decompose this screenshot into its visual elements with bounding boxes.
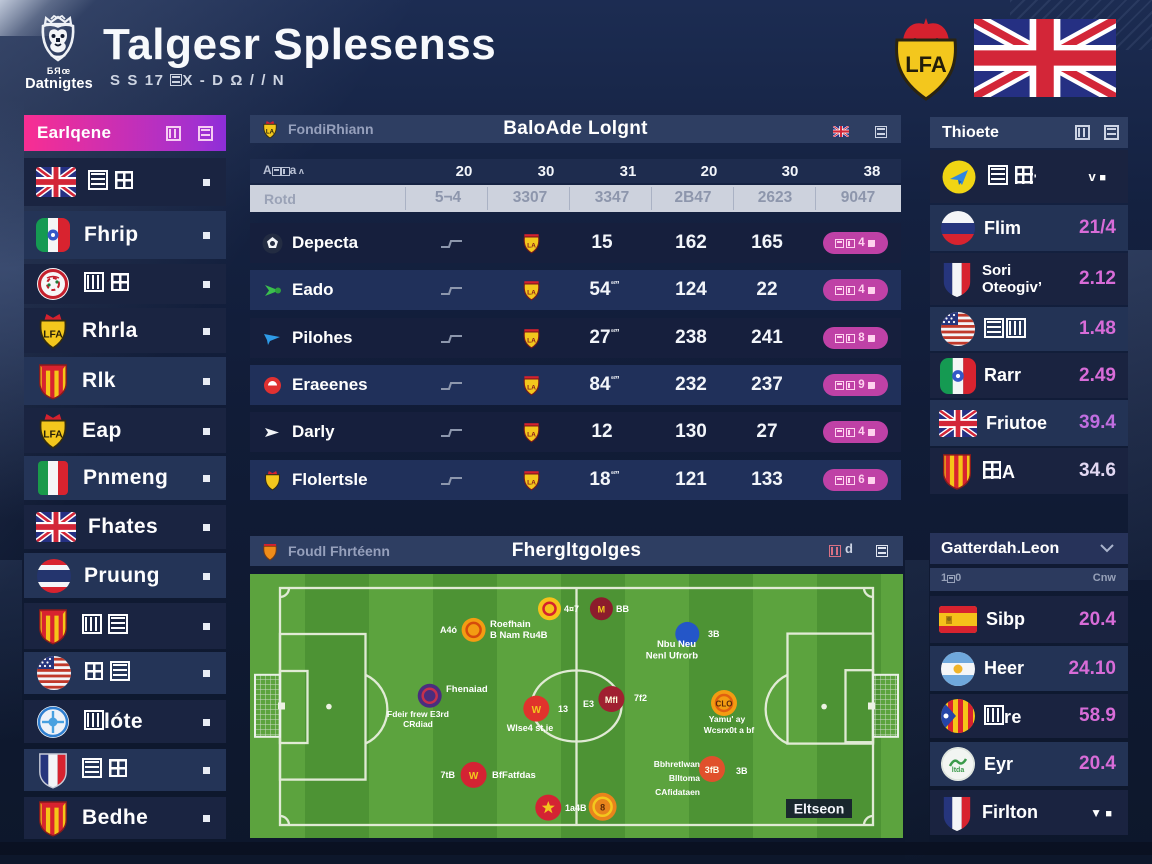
svg-text:M: M <box>598 605 606 615</box>
svg-text:LFA: LFA <box>905 52 947 77</box>
svg-text:W: W <box>532 705 542 716</box>
svg-text:LA: LA <box>266 128 275 135</box>
svg-text:BfFatfdas: BfFatfdas <box>492 770 536 781</box>
svg-text:Blltoma: Blltoma <box>669 773 700 783</box>
svg-text:LA: LA <box>527 337 536 344</box>
svg-text:LFA: LFA <box>43 429 63 440</box>
svg-text:BB: BB <box>616 604 629 614</box>
svg-text:Fdeir frew E3rd: Fdeir frew E3rd <box>387 709 449 719</box>
svg-text:LA: LA <box>527 479 536 486</box>
svg-text:Yamu' ay: Yamu' ay <box>709 714 746 724</box>
svg-text:E3: E3 <box>583 699 594 709</box>
svg-text:LA: LA <box>527 384 536 391</box>
svg-text:7f2: 7f2 <box>634 693 647 703</box>
svg-text:ltda: ltda <box>952 767 965 774</box>
svg-text:Nenl Ufrorb: Nenl Ufrorb <box>646 651 698 662</box>
svg-text:7tB: 7tB <box>440 770 455 780</box>
svg-text:LA: LA <box>527 242 536 249</box>
svg-text:W: W <box>469 771 479 782</box>
svg-text:3B: 3B <box>736 766 748 776</box>
svg-text:Bbhretlwan: Bbhretlwan <box>654 759 700 769</box>
svg-text:B Nam Ru4B: B Nam Ru4B <box>490 630 548 641</box>
svg-text:Eltseon: Eltseon <box>794 801 845 817</box>
svg-text:LFA: LFA <box>43 329 63 340</box>
svg-text:A4ó: A4ó <box>440 625 458 635</box>
svg-text:Wcsrx0t a bf: Wcsrx0t a bf <box>704 725 755 735</box>
svg-text:3fB: 3fB <box>705 765 720 775</box>
svg-text:Nbu Neu: Nbu Neu <box>657 639 696 650</box>
svg-text:CLO: CLO <box>716 700 733 709</box>
svg-text:Wlse4 st,ie: Wlse4 st,ie <box>507 723 554 733</box>
svg-text:3B: 3B <box>708 629 720 639</box>
svg-text:LA: LA <box>527 289 536 296</box>
svg-text:LA: LA <box>527 431 536 438</box>
svg-text:Roefhain: Roefhain <box>490 619 531 630</box>
svg-text:13: 13 <box>558 704 568 714</box>
svg-text:Fhenaiad: Fhenaiad <box>446 684 488 695</box>
svg-text:CAfidataen: CAfidataen <box>655 787 700 797</box>
svg-text:1a4B: 1a4B <box>565 803 587 813</box>
svg-text:8: 8 <box>600 803 605 813</box>
svg-text:Mfl: Mfl <box>605 695 618 705</box>
svg-text:4¤7: 4¤7 <box>564 604 579 614</box>
svg-text:CRdiad: CRdiad <box>403 719 433 729</box>
